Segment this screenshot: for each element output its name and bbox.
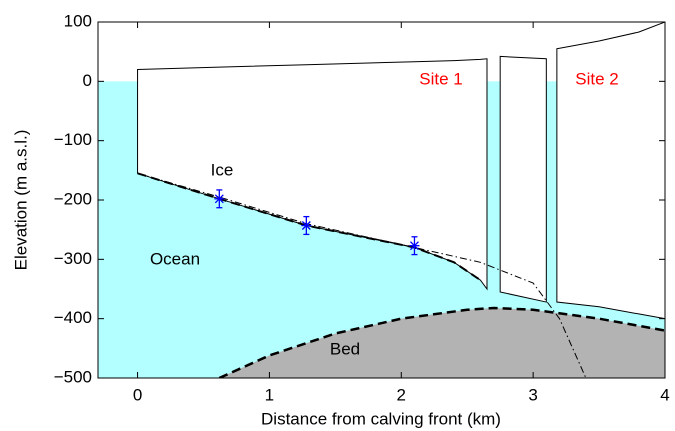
y-tick-label: 100	[64, 11, 92, 30]
annotation: Ocean	[150, 249, 200, 268]
x-tick-label: 1	[265, 385, 274, 404]
y-tick-label: −500	[54, 367, 92, 386]
x-tick-label: 0	[133, 385, 142, 404]
ice-segment	[500, 56, 546, 302]
ice-segment	[557, 22, 665, 319]
y-axis-label: Elevation (m a.s.l.)	[11, 130, 30, 271]
x-tick-label: 3	[528, 385, 537, 404]
y-tick-label: −100	[54, 130, 92, 149]
chart: Ice Ocean Bed Site 1 Site 2 0 1 2 3 4 −500 −400 −300…	[0, 0, 675, 431]
annotation: Site 2	[575, 69, 618, 88]
annotation: Bed	[330, 339, 360, 358]
y-tick-label: −200	[54, 189, 92, 208]
annotation: Ice	[211, 160, 234, 179]
y-tick-label: 0	[83, 71, 92, 90]
x-tick-label: 2	[397, 385, 406, 404]
annotation: Site 1	[419, 69, 462, 88]
y-tick-label: −300	[54, 249, 92, 268]
y-tick-label: −400	[54, 308, 92, 327]
x-axis-label: Distance from calving front (km)	[261, 409, 501, 428]
x-tick-label: 4	[660, 385, 669, 404]
